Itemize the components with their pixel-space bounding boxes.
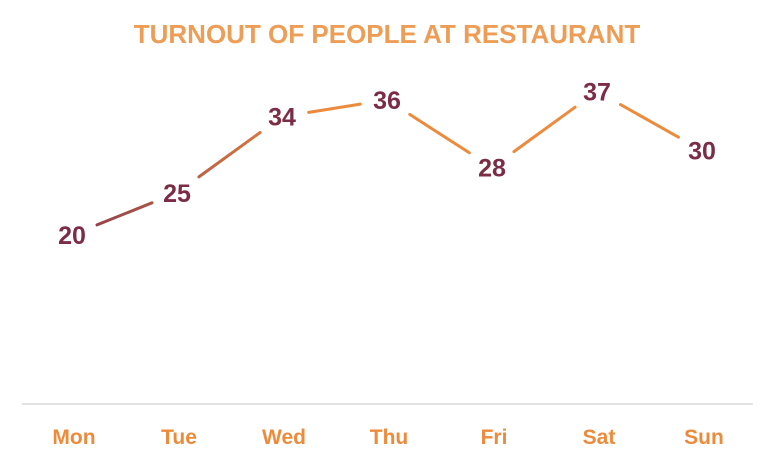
data-label: 20 — [58, 222, 86, 250]
series-line-segment — [307, 102, 362, 114]
series-line-group — [95, 102, 680, 227]
x-tick-label: Sat — [583, 426, 616, 449]
x-tick-label: Sun — [684, 426, 724, 449]
data-label: 30 — [688, 138, 716, 166]
series-line-segment — [512, 105, 577, 154]
x-tick-label: Fri — [481, 426, 508, 449]
data-label: 25 — [163, 180, 191, 208]
x-tick-label: Mon — [52, 426, 95, 449]
series-line-segment — [95, 201, 154, 227]
data-label: 28 — [478, 154, 506, 182]
data-label: 34 — [268, 104, 296, 132]
x-tick-label-group: Mon Tue Wed Thu Fri Sat Sun — [52, 426, 723, 449]
x-tick-label: Wed — [262, 426, 306, 449]
chart-title: TURNOUT OF PEOPLE AT RESTAURANT — [134, 19, 641, 49]
series-line-segment — [619, 103, 680, 139]
x-tick-label: Thu — [370, 426, 408, 449]
series-line-segment — [197, 131, 262, 179]
x-tick-label: Tue — [161, 426, 197, 449]
data-label-group: 20 25 34 36 28 37 30 — [58, 78, 716, 250]
series-line-segment — [408, 112, 471, 155]
data-label: 36 — [373, 87, 401, 115]
data-label: 37 — [583, 78, 611, 106]
